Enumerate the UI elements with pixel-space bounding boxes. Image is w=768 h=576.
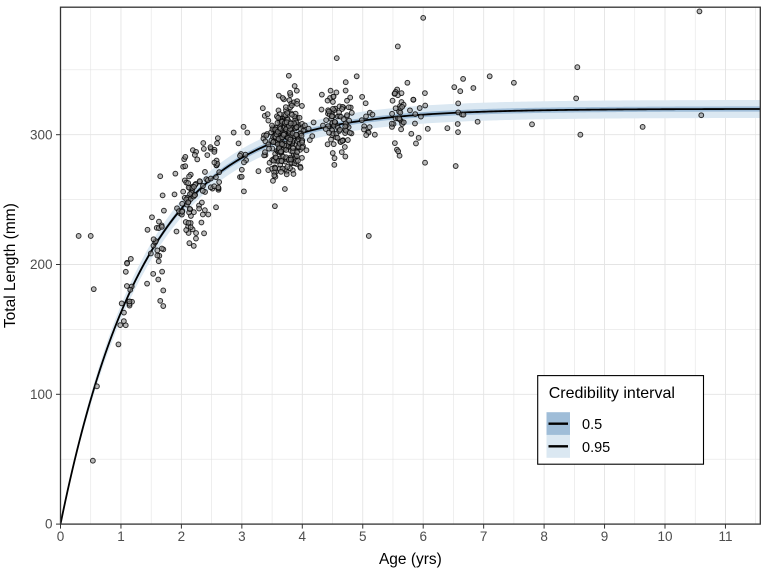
svg-text:3: 3 bbox=[238, 529, 246, 544]
svg-text:5: 5 bbox=[359, 529, 367, 544]
svg-text:Credibility interval: Credibility interval bbox=[549, 385, 675, 402]
svg-text:9: 9 bbox=[601, 529, 609, 544]
svg-text:1: 1 bbox=[117, 529, 125, 544]
svg-text:Age (yrs): Age (yrs) bbox=[379, 551, 442, 568]
svg-text:100: 100 bbox=[30, 387, 53, 402]
svg-text:0: 0 bbox=[45, 517, 53, 532]
svg-text:0: 0 bbox=[57, 529, 65, 544]
svg-text:Total Length (mm): Total Length (mm) bbox=[2, 203, 19, 328]
svg-text:7: 7 bbox=[480, 529, 488, 544]
svg-text:0.5: 0.5 bbox=[582, 417, 602, 433]
svg-text:2: 2 bbox=[178, 529, 186, 544]
svg-text:200: 200 bbox=[30, 257, 53, 272]
svg-text:0.95: 0.95 bbox=[582, 440, 610, 456]
svg-text:8: 8 bbox=[540, 529, 548, 544]
svg-text:10: 10 bbox=[657, 529, 672, 544]
svg-text:6: 6 bbox=[419, 529, 427, 544]
svg-text:300: 300 bbox=[30, 127, 53, 142]
svg-text:4: 4 bbox=[299, 529, 307, 544]
svg-text:11: 11 bbox=[718, 529, 732, 544]
